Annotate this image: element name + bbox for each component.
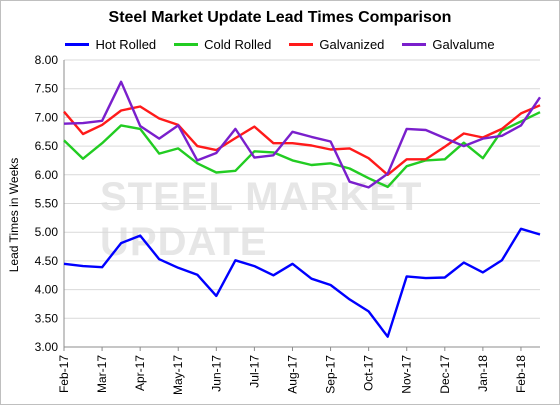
- legend-swatch: [402, 43, 427, 46]
- legend-item-cold-rolled: Cold Rolled: [174, 37, 271, 52]
- legend-swatch: [174, 43, 199, 46]
- x-tick-label-0: Feb-17: [57, 355, 71, 393]
- series-line-galvanized: [63, 104, 541, 177]
- x-tick-label-4: Jun-17: [209, 355, 223, 392]
- x-tick-label-11: Jan-18: [476, 355, 490, 392]
- x-tick-label-1: Mar-17: [95, 355, 109, 393]
- legend-label: Galvanized: [319, 37, 385, 52]
- series-line-cold-rolled: [63, 111, 541, 189]
- watermark-text: STEEL MARKET UPDATE: [100, 175, 423, 264]
- y-tick-label-1: 3.50: [35, 311, 59, 325]
- y-tick-label-0: 3.00: [35, 340, 59, 354]
- chart-title: Steel Market Update Lead Times Compariso…: [108, 9, 452, 26]
- y-tick-label-6: 6.00: [35, 168, 59, 182]
- y-tick-label-5: 5.50: [35, 197, 59, 211]
- y-tick-label-8: 7.00: [35, 110, 59, 124]
- legend-label: Galvalume: [432, 37, 495, 52]
- x-tick-label-10: Dec-17: [438, 355, 452, 394]
- legend-label: Hot Rolled: [95, 37, 157, 52]
- x-tick-label-7: Sep-17: [324, 355, 338, 394]
- y-tick-label-4: 5.00: [35, 225, 59, 239]
- x-tick-label-3: May-17: [171, 355, 185, 395]
- series-line-hot-rolled: [63, 227, 541, 338]
- chart-legend: Hot Rolled Cold Rolled Galvanized Galvalume: [0, 37, 560, 52]
- legend-swatch: [289, 43, 314, 46]
- y-tick-label-7: 6.50: [35, 139, 59, 153]
- y-tick-label-9: 7.50: [35, 82, 59, 96]
- y-tick-label-2: 4.00: [35, 283, 59, 297]
- x-tick-label-2: Apr-17: [133, 355, 147, 391]
- legend-label: Cold Rolled: [204, 37, 272, 52]
- legend-item-galvalume: Galvalume: [402, 37, 495, 52]
- series-line-galvalume: [63, 80, 541, 189]
- legend-swatch: [65, 43, 90, 46]
- x-tick-label-5: Jul-17: [247, 355, 261, 388]
- x-tick-label-12: Feb-18: [514, 355, 528, 393]
- y-tick-label-10: 8.00: [35, 53, 59, 67]
- x-tick-label-9: Nov-17: [400, 355, 414, 394]
- y-tick-label-3: 4.50: [35, 254, 59, 268]
- legend-item-galvanized: Galvanized: [289, 37, 384, 52]
- legend-item-hot-rolled: Hot Rolled: [65, 37, 156, 52]
- x-tick-label-8: Oct-17: [362, 355, 376, 391]
- x-tick-label-6: Aug-17: [285, 355, 299, 394]
